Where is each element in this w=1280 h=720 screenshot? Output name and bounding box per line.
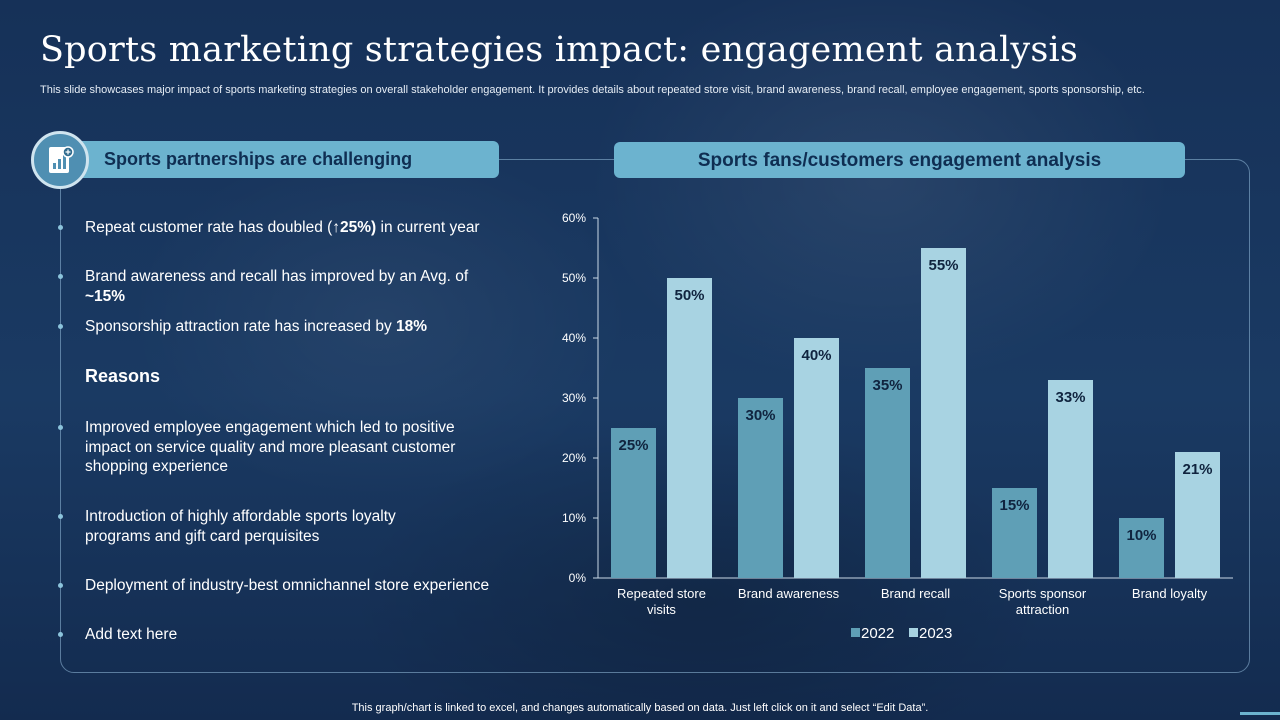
data-label: 35%: [872, 377, 902, 394]
data-label: 55%: [928, 257, 958, 274]
y-tick-label: 40%: [562, 331, 586, 345]
left-section-header-text: Sports partnerships are challenging: [104, 149, 413, 169]
report-chart-icon: [31, 131, 89, 189]
corner-accent: [1240, 712, 1280, 715]
y-tick-label: 10%: [562, 511, 586, 525]
x-tick-label: Brand recall: [881, 586, 950, 601]
reason-item: Add text here: [58, 625, 505, 645]
x-tick-label: Brand loyalty: [1132, 586, 1208, 601]
y-tick-label: 0%: [569, 571, 587, 585]
page-subtitle: This slide showcases major impact of spo…: [40, 84, 1145, 96]
y-tick-label: 50%: [562, 271, 586, 285]
bar-2023: [1048, 380, 1093, 578]
bar-2022: [992, 488, 1037, 578]
right-section-header: Sports fans/customers engagement analysi…: [614, 142, 1185, 178]
bullet-item: Sponsorship attraction rate has increase…: [58, 317, 505, 337]
legend-label: 2023: [919, 625, 952, 642]
x-tick-label: Brand awareness: [738, 586, 840, 601]
legend-swatch-2022: [851, 628, 860, 637]
data-label: 40%: [801, 347, 831, 364]
legend-label: 2022: [861, 625, 894, 642]
data-label: 33%: [1055, 389, 1085, 406]
bar-2023: [794, 338, 839, 578]
bar-2022: [1119, 518, 1164, 578]
data-label: 25%: [618, 437, 648, 454]
reason-item: Introduction of highly affordable sports…: [58, 507, 425, 546]
y-tick-label: 30%: [562, 391, 586, 405]
bar-2022: [738, 398, 783, 578]
reason-item: Improved employee engagement which led t…: [58, 418, 485, 477]
data-label: 21%: [1182, 461, 1212, 478]
data-label: 15%: [999, 497, 1029, 514]
data-label: 30%: [745, 407, 775, 424]
bar-2023: [667, 278, 712, 578]
data-label: 50%: [674, 287, 704, 304]
y-tick-label: 20%: [562, 451, 586, 465]
page-title: Sports marketing strategies impact: enga…: [40, 30, 1079, 70]
bar-2022: [611, 428, 656, 578]
legend-swatch-2023: [909, 628, 918, 637]
bullet-item: Repeat customer rate has doubled (↑25%) …: [58, 218, 505, 238]
bar-2023: [1175, 452, 1220, 578]
bar-2023: [921, 248, 966, 578]
x-tick-label: Sports sponsor attraction: [999, 586, 1087, 617]
y-tick-label: 60%: [562, 211, 586, 225]
right-section-header-text: Sports fans/customers engagement analysi…: [697, 150, 1102, 171]
data-label: 10%: [1126, 527, 1156, 544]
reason-item: Deployment of industry-best omnichannel …: [58, 576, 505, 596]
x-tick-label: Repeated store visits: [617, 586, 706, 617]
footer-note: This graph/chart is linked to excel, and…: [351, 702, 929, 714]
bullet-item: Brand awareness and recall has improved …: [58, 267, 505, 306]
reasons-heading: Reasons: [85, 366, 161, 386]
left-section-header: Sports partnerships are challenging: [70, 141, 499, 178]
bar-2022: [865, 368, 910, 578]
